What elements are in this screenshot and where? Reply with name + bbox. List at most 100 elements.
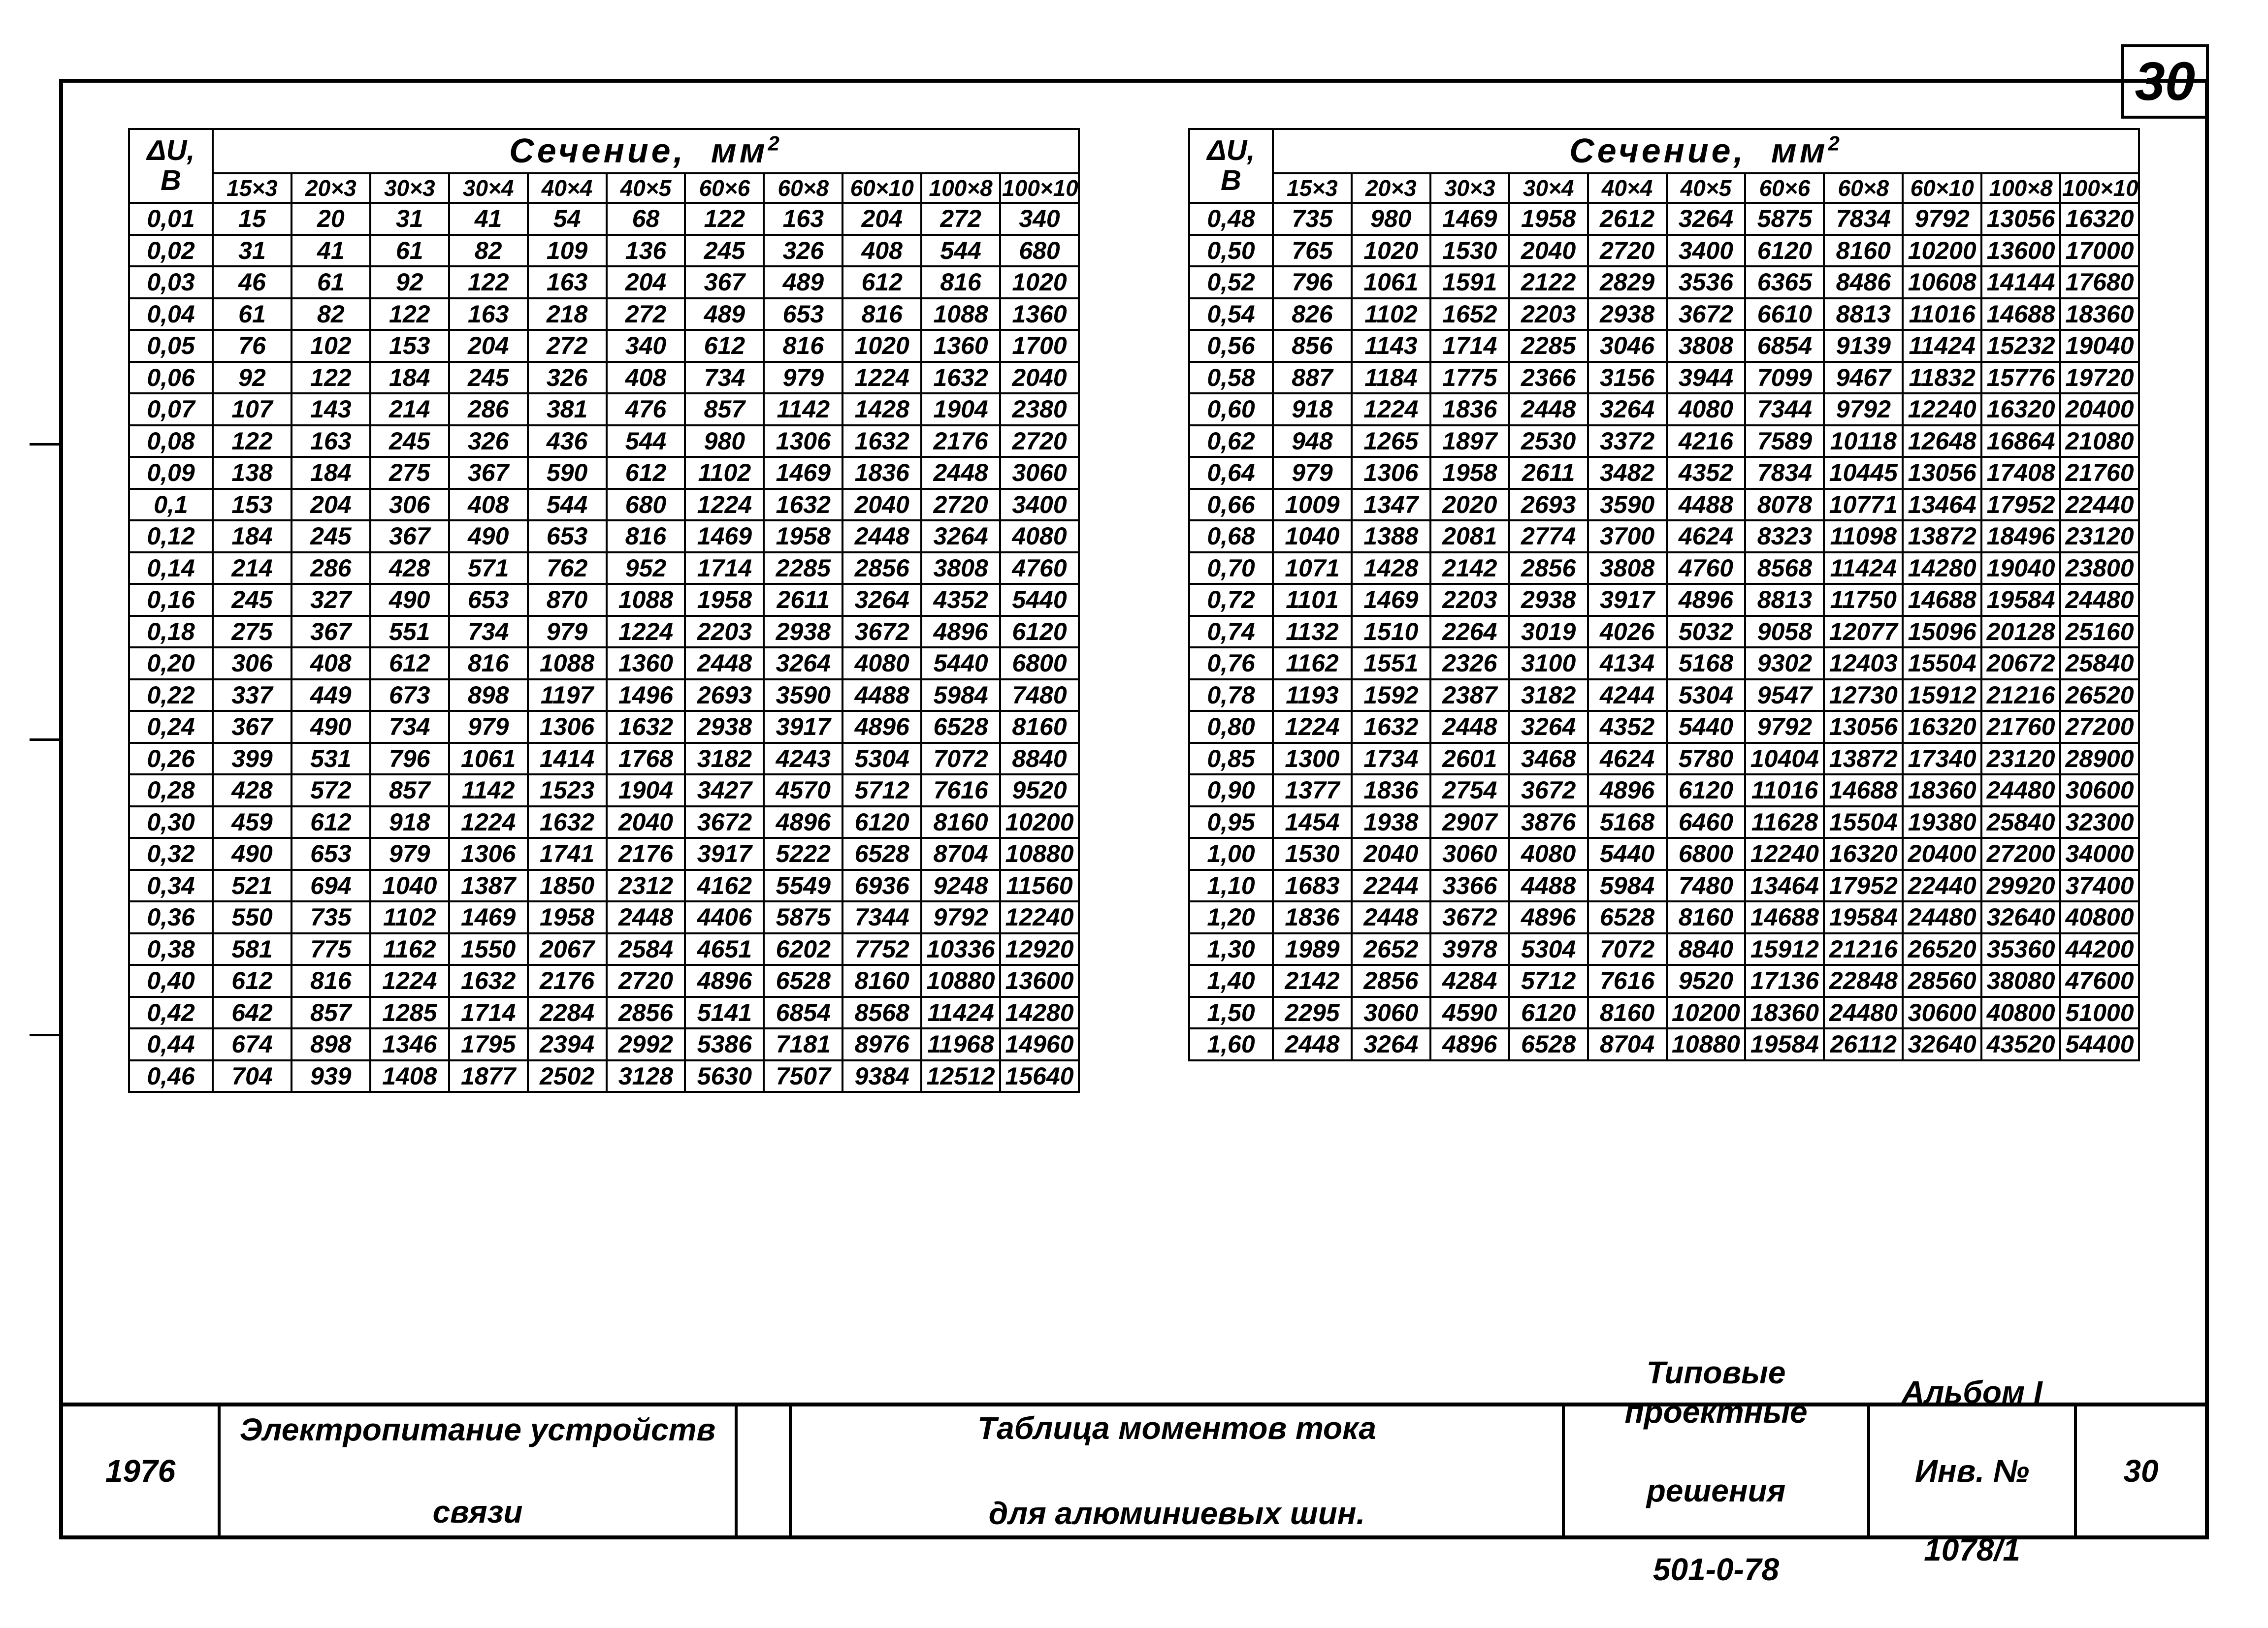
cell: 980 — [1352, 203, 1430, 235]
cell: 13056 — [1981, 203, 2060, 235]
cell: 41 — [292, 235, 370, 267]
cell: 11424 — [921, 997, 1000, 1029]
cell: 10118 — [1824, 425, 1903, 457]
table-row: 0,0576102153204272340612816102013601700 — [129, 330, 1079, 362]
cell: 5440 — [1000, 584, 1079, 616]
cell: 43520 — [1981, 1028, 2060, 1060]
cell: 4488 — [1509, 870, 1588, 902]
cell: 4026 — [1588, 616, 1667, 648]
cell: 286 — [449, 393, 528, 425]
cell: 3060 — [1430, 838, 1509, 870]
cell: 3917 — [1588, 584, 1667, 616]
cell: 82 — [449, 235, 528, 267]
cell: 163 — [449, 298, 528, 330]
cell: 4134 — [1588, 647, 1667, 679]
cell: 674 — [213, 1028, 292, 1060]
cell: 14144 — [1981, 266, 2060, 298]
cell: 490 — [370, 584, 449, 616]
cell: 30600 — [1903, 997, 1981, 1029]
cell: 694 — [292, 870, 370, 902]
table-row: 0,22337449673898119714962693359044885984… — [129, 679, 1079, 711]
cell: 19380 — [1903, 806, 1981, 838]
cell: 2448 — [607, 901, 685, 933]
cell: 6120 — [1509, 997, 1588, 1029]
row-du: 1,20 — [1189, 901, 1273, 933]
tb-title1-line2: связи — [433, 1492, 523, 1532]
cell: 7099 — [1745, 362, 1824, 394]
cell: 1632 — [921, 362, 1000, 394]
cell: 3264 — [1667, 203, 1746, 235]
cell: 1020 — [1352, 235, 1430, 267]
cell: 1714 — [685, 552, 764, 584]
cell: 12403 — [1824, 647, 1903, 679]
cell: 4352 — [921, 584, 1000, 616]
cell: 8160 — [921, 806, 1000, 838]
cell: 2203 — [1509, 298, 1588, 330]
cell: 1088 — [921, 298, 1000, 330]
cell: 2611 — [1509, 457, 1588, 489]
row-du: 0,1 — [129, 489, 213, 521]
cell: 1071 — [1273, 552, 1352, 584]
cell: 572 — [292, 774, 370, 806]
column-header: 40×5 — [607, 173, 685, 203]
cell: 3264 — [1352, 1028, 1430, 1060]
cell: 1454 — [1273, 806, 1352, 838]
tb-project-title: Электропитание устройств связи — [221, 1406, 738, 1535]
cell: 5549 — [764, 870, 842, 902]
cell: 14688 — [1824, 774, 1903, 806]
table-row: 0,42642857128517142284285651416854856811… — [129, 997, 1079, 1029]
cell: 275 — [370, 457, 449, 489]
cell: 1162 — [1273, 647, 1352, 679]
cell: 122 — [685, 203, 764, 235]
cell: 10880 — [1000, 838, 1079, 870]
cell: 16320 — [2060, 203, 2139, 235]
cell: 1224 — [1273, 711, 1352, 743]
cell: 816 — [764, 330, 842, 362]
cell: 4488 — [1667, 489, 1746, 521]
cell: 15776 — [1981, 362, 2060, 394]
cell: 7834 — [1824, 203, 1903, 235]
cell: 2142 — [1273, 965, 1352, 997]
cell: 5875 — [1745, 203, 1824, 235]
cell: 1088 — [607, 584, 685, 616]
cell: 326 — [764, 235, 842, 267]
table-row: 1,50229530604590612081601020018360244803… — [1189, 997, 2139, 1029]
cell: 54 — [528, 203, 607, 235]
cell: 1061 — [449, 743, 528, 775]
cell: 5984 — [1588, 870, 1667, 902]
cell: 1101 — [1273, 584, 1352, 616]
cell: 4284 — [1430, 965, 1509, 997]
cell: 8323 — [1745, 520, 1824, 552]
table-row: 0,08122163245326436544980130616322176272… — [129, 425, 1079, 457]
row-du: 0,64 — [1189, 457, 1273, 489]
cell: 4080 — [1509, 838, 1588, 870]
cell: 214 — [370, 393, 449, 425]
column-header: 40×4 — [1588, 173, 1667, 203]
cell: 979 — [449, 711, 528, 743]
cell: 2264 — [1430, 616, 1509, 648]
cell: 2652 — [1352, 933, 1430, 965]
cell: 1088 — [528, 647, 607, 679]
row-du: 0,16 — [129, 584, 213, 616]
cell: 1040 — [370, 870, 449, 902]
cell: 1469 — [1430, 203, 1509, 235]
cell: 3156 — [1588, 362, 1667, 394]
column-header: 60×8 — [1824, 173, 1903, 203]
row-du: 0,18 — [129, 616, 213, 648]
left-table-holder: ΔU,ВСечение, мм215×320×330×330×440×440×5… — [128, 128, 1080, 1352]
cell: 1877 — [449, 1060, 528, 1092]
cell: 6528 — [1588, 901, 1667, 933]
cell: 2244 — [1352, 870, 1430, 902]
cell: 245 — [685, 235, 764, 267]
cell: 13056 — [1903, 457, 1981, 489]
cell: 3372 — [1588, 425, 1667, 457]
cell: 1428 — [1352, 552, 1430, 584]
cell: 1904 — [921, 393, 1000, 425]
cell: 6854 — [764, 997, 842, 1029]
cell: 9384 — [842, 1060, 921, 1092]
cell: 13600 — [1981, 235, 2060, 267]
cell: 2693 — [1509, 489, 1588, 521]
row-du: 0,09 — [129, 457, 213, 489]
cell: 16320 — [1824, 838, 1903, 870]
cell: 1061 — [1352, 266, 1430, 298]
